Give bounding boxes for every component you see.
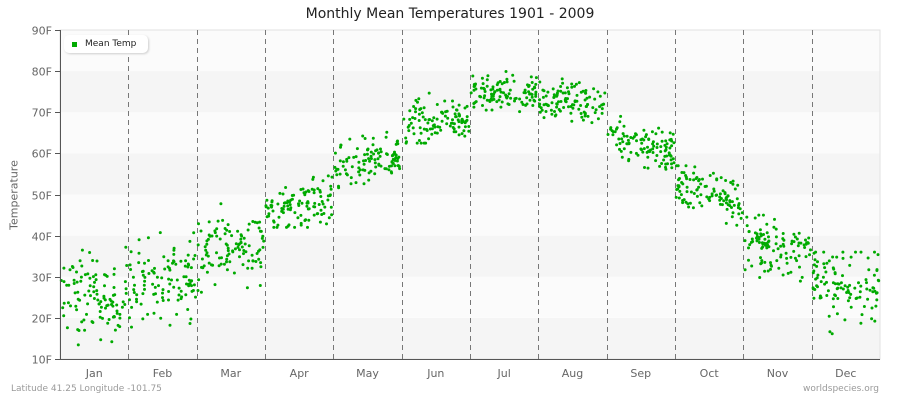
x-axis-ticks: Jan Feb Mar Apr May Jun Jul Aug Sep Oct Nov Dec: [85, 367, 857, 380]
y-tick-label: 40F: [32, 231, 52, 244]
x-tick-label: Jan: [85, 367, 103, 380]
y-tick-label: 90F: [32, 25, 52, 38]
y-axis-ticks: 10F 20F 30F 40F 50F 60F 70F 80F 90F: [32, 25, 60, 367]
month-dividers: [128, 30, 813, 359]
chart-title: Monthly Mean Temperatures 1901 - 2009: [305, 6, 595, 22]
y-tick-label: 10F: [32, 354, 52, 367]
x-tick-label: Apr: [290, 367, 310, 380]
x-tick-label: Sep: [630, 367, 651, 380]
y-tick-label: 50F: [32, 190, 52, 203]
data-points: [59, 70, 881, 347]
legend-swatch-icon: [72, 41, 77, 47]
x-tick-label: Feb: [153, 367, 172, 380]
y-tick-label: 70F: [32, 107, 52, 120]
location-caption: Latitude 41.25 Longitude -101.75: [11, 384, 162, 394]
y-tick-label: 20F: [32, 313, 52, 326]
legend-label: Mean Temp: [85, 39, 137, 49]
x-tick-label: Dec: [835, 367, 856, 380]
y-tick-label: 60F: [32, 148, 52, 161]
x-tick-label: Mar: [220, 367, 241, 380]
x-tick-label: Jul: [497, 367, 511, 380]
source-credit: worldspecies.org: [802, 384, 879, 394]
x-tick-label: Oct: [700, 367, 720, 380]
legend: Mean Temp: [64, 35, 149, 53]
x-tick-label: May: [356, 367, 379, 380]
y-tick-label: 80F: [32, 66, 52, 79]
x-tick-label: Aug: [562, 367, 583, 380]
x-tick-label: Jun: [426, 367, 444, 380]
axes: [60, 30, 880, 360]
y-tick-label: 30F: [32, 272, 52, 285]
x-tick-label: Nov: [767, 367, 789, 380]
